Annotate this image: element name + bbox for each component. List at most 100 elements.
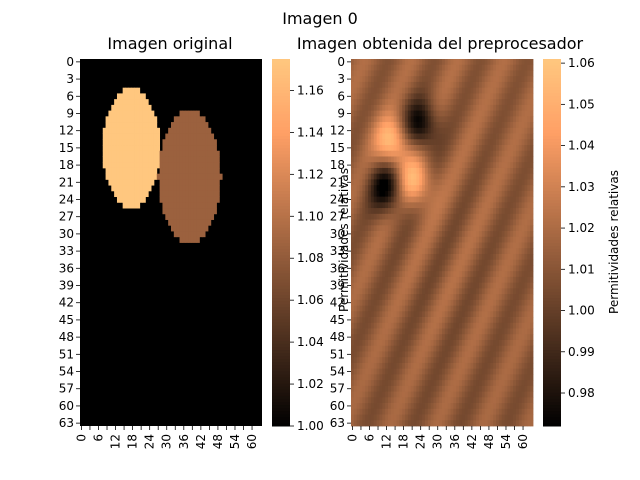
heatmap-cell [524,368,528,375]
heatmap-cell [190,173,195,180]
heatmap-cell [450,294,454,301]
heatmap-cell [518,294,523,301]
heatmap-cell [365,236,369,243]
heatmap-cell [444,70,449,77]
heatmap-cell [399,133,403,140]
heatmap-cell [210,202,215,209]
heatmap-cell [379,397,383,404]
heatmap-cell [459,362,463,370]
colorbar-segment [272,312,290,317]
heatmap-cell [467,173,471,180]
heatmap-cell [196,179,200,186]
heatmap-cell [365,397,369,404]
heatmap-cell [379,219,383,226]
colorbar-segment [272,236,290,240]
heatmap-cell [399,116,403,123]
heatmap-cell [501,190,505,198]
heatmap-cell [362,253,366,261]
heatmap-cell [368,133,372,140]
heatmap-cell [424,294,429,301]
heatmap-cell [470,385,474,392]
x-tick-label: 6 [91,434,105,442]
colorbar-segment [272,294,290,299]
heatmap-cell [464,231,468,238]
colorbar-segment [272,309,290,314]
heatmap-cell [461,403,466,410]
heatmap-cell [122,150,126,157]
heatmap-cell [385,397,389,404]
heatmap-cell [530,351,534,358]
heatmap-cell [518,156,523,163]
heatmap-cell [501,93,505,100]
heatmap-cell [461,322,466,329]
heatmap-cell [419,104,423,112]
heatmap-cell [447,93,451,100]
heatmap-cell [382,185,386,192]
heatmap-cell [439,162,443,169]
heatmap-cell [179,122,183,129]
heatmap-cell [433,380,437,387]
heatmap-cell [216,179,220,186]
heatmap-cell [496,380,500,387]
heatmap-cell [216,156,220,163]
heatmap-cell [530,64,534,71]
heatmap-cell [439,368,443,375]
heatmap-cell [464,288,468,295]
heatmap-cell [205,179,209,186]
heatmap-cell [504,242,508,249]
heatmap-cell [513,81,517,89]
heatmap-cell [436,202,440,209]
heatmap-cell [427,271,432,278]
heatmap-cell [453,93,457,100]
heatmap-cell [444,145,449,152]
heatmap-cell [513,276,517,284]
heatmap-cell [444,265,449,272]
heatmap-cell [459,242,463,249]
heatmap-cell [134,156,138,163]
heatmap-cell [450,231,454,238]
heatmap-cell [501,334,505,341]
heatmap-cell [179,179,183,186]
heatmap-cell [387,362,392,370]
heatmap-cell [498,81,503,89]
heatmap-cell [351,259,355,266]
heatmap-cell [413,362,417,370]
heatmap-cell [530,127,534,134]
heatmap-cell [527,294,531,301]
heatmap-cell [419,196,423,203]
heatmap-cell [365,403,369,410]
heatmap-cell [442,339,446,347]
heatmap-cell [171,196,175,203]
colorbar-segment [272,367,290,372]
heatmap-cell [436,339,440,347]
heatmap-cell [390,265,395,272]
heatmap-cell [456,127,460,134]
heatmap-cell [461,328,466,335]
heatmap-cell [385,420,389,427]
heatmap-cell [433,93,437,100]
heatmap-cell [461,253,466,261]
heatmap-cell [521,248,525,255]
heatmap-cell [136,179,141,186]
heatmap-cell [405,374,409,381]
heatmap-cell [453,167,457,175]
heatmap-cell [185,122,189,129]
heatmap-cell [102,139,106,146]
heatmap-cell [501,242,505,249]
heatmap-cell [524,374,528,381]
heatmap-cell [370,368,375,375]
heatmap-cell [387,225,392,232]
heatmap-cell [439,156,443,163]
heatmap-cell [373,345,377,352]
heatmap-cell [148,133,152,140]
heatmap-cell [467,185,471,192]
heatmap-cell [498,339,503,347]
heatmap-cell [481,339,486,347]
heatmap-cell [493,414,497,421]
heatmap-cell [530,265,534,272]
heatmap-cell [527,213,531,220]
heatmap-cell [407,190,412,198]
heatmap-cell [399,374,403,381]
heatmap-cell [450,156,454,163]
heatmap-cell [353,374,358,381]
